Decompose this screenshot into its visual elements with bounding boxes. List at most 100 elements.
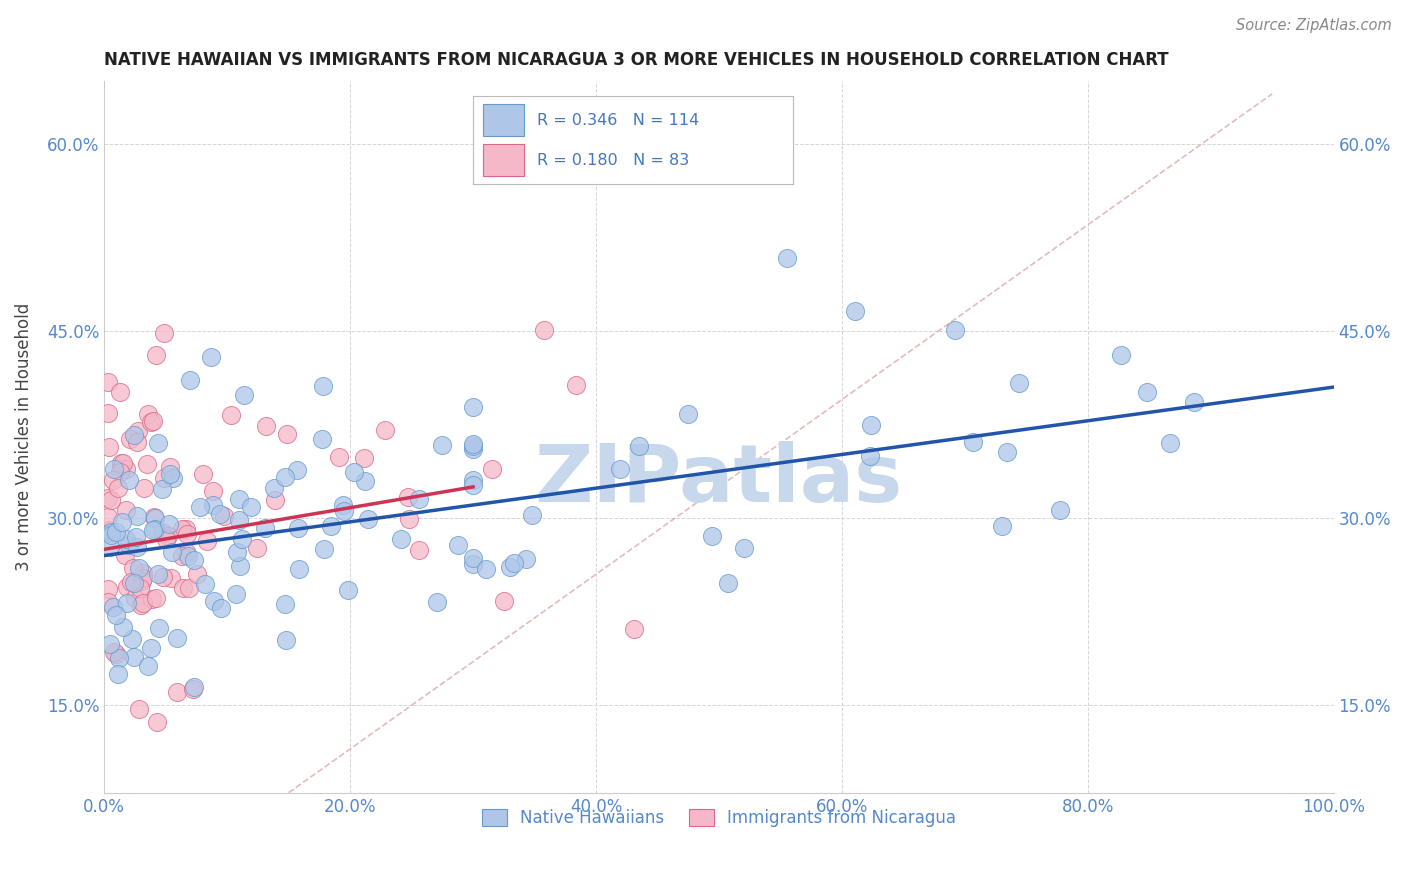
Point bbox=[201, 498, 224, 512]
Y-axis label: 3 or more Vehicles in Household: 3 or more Vehicles in Household bbox=[15, 303, 32, 571]
Point bbox=[107, 667, 129, 681]
Point bbox=[124, 428, 146, 442]
Point bbox=[396, 490, 419, 504]
Point bbox=[179, 582, 201, 596]
Point bbox=[353, 474, 375, 488]
Point bbox=[181, 682, 204, 697]
Point bbox=[110, 456, 132, 470]
Point bbox=[461, 442, 484, 456]
Point bbox=[627, 439, 650, 453]
Point bbox=[398, 512, 420, 526]
Point bbox=[285, 463, 308, 477]
Point bbox=[461, 400, 484, 414]
Point bbox=[97, 582, 120, 597]
Point bbox=[100, 528, 122, 542]
Point bbox=[122, 650, 145, 665]
Point bbox=[214, 508, 236, 523]
Point bbox=[311, 432, 333, 446]
Point bbox=[97, 406, 120, 420]
Point bbox=[314, 542, 336, 557]
Point bbox=[461, 478, 484, 492]
Point bbox=[132, 566, 155, 581]
Point bbox=[997, 444, 1019, 458]
Point bbox=[776, 252, 799, 266]
Point bbox=[121, 632, 143, 647]
Point bbox=[225, 587, 247, 601]
Point bbox=[337, 583, 360, 598]
Point bbox=[274, 633, 297, 648]
Point bbox=[225, 545, 247, 559]
Text: NATIVE HAWAIIAN VS IMMIGRANTS FROM NICARAGUA 3 OR MORE VEHICLES IN HOUSEHOLD COR: NATIVE HAWAIIAN VS IMMIGRANTS FROM NICAR… bbox=[104, 51, 1168, 69]
Point bbox=[127, 424, 149, 438]
Point bbox=[166, 685, 188, 699]
Point bbox=[128, 561, 150, 575]
Point bbox=[1136, 384, 1159, 399]
Point bbox=[408, 492, 430, 507]
Point bbox=[515, 552, 537, 566]
Point bbox=[201, 483, 224, 498]
Point bbox=[321, 519, 343, 533]
Point bbox=[176, 527, 198, 541]
Point bbox=[142, 414, 165, 428]
Point bbox=[100, 492, 122, 507]
Legend: Native Hawaiians, Immigrants from Nicaragua: Native Hawaiians, Immigrants from Nicara… bbox=[475, 803, 963, 834]
Point bbox=[502, 556, 524, 570]
Point bbox=[499, 559, 522, 574]
Point bbox=[100, 525, 122, 540]
Point bbox=[128, 701, 150, 715]
Text: Source: ZipAtlas.com: Source: ZipAtlas.com bbox=[1236, 18, 1392, 33]
Point bbox=[962, 435, 984, 450]
Point bbox=[1159, 436, 1181, 450]
Point bbox=[174, 522, 197, 536]
Point bbox=[125, 530, 148, 544]
Point bbox=[108, 651, 131, 665]
Point bbox=[274, 597, 297, 611]
Point bbox=[103, 645, 125, 659]
Point bbox=[461, 439, 484, 453]
Point bbox=[97, 510, 120, 524]
Point bbox=[860, 417, 883, 432]
Point bbox=[533, 323, 555, 337]
Point bbox=[172, 522, 194, 536]
Point bbox=[121, 560, 143, 574]
Point bbox=[159, 459, 181, 474]
Point bbox=[1049, 503, 1071, 517]
Point bbox=[139, 640, 162, 655]
Point bbox=[120, 575, 142, 590]
Point bbox=[131, 571, 153, 585]
Point bbox=[142, 523, 165, 537]
Point bbox=[276, 426, 298, 441]
Point bbox=[447, 538, 470, 552]
Point bbox=[232, 388, 254, 402]
Point bbox=[101, 474, 124, 488]
Point bbox=[461, 437, 484, 451]
Point bbox=[172, 582, 194, 596]
Point bbox=[143, 522, 166, 536]
Point bbox=[197, 534, 219, 549]
Point bbox=[145, 348, 167, 362]
Point bbox=[110, 459, 132, 474]
Point bbox=[461, 557, 484, 571]
Point bbox=[357, 512, 380, 526]
Point bbox=[1109, 348, 1132, 362]
Point bbox=[107, 482, 129, 496]
Point bbox=[239, 500, 262, 514]
Point bbox=[609, 462, 631, 476]
Point bbox=[148, 621, 170, 635]
Point bbox=[117, 581, 139, 595]
Point bbox=[253, 521, 276, 535]
Point bbox=[115, 533, 138, 547]
Point bbox=[97, 595, 120, 609]
Point bbox=[146, 436, 169, 450]
Point bbox=[475, 562, 498, 576]
Point bbox=[132, 596, 155, 610]
Point bbox=[228, 491, 250, 506]
Point bbox=[162, 470, 184, 484]
Point bbox=[676, 407, 699, 421]
Point bbox=[565, 378, 588, 392]
Point bbox=[264, 492, 287, 507]
Point bbox=[104, 608, 127, 623]
Point bbox=[353, 450, 375, 465]
Point bbox=[146, 566, 169, 581]
Point bbox=[990, 519, 1012, 533]
